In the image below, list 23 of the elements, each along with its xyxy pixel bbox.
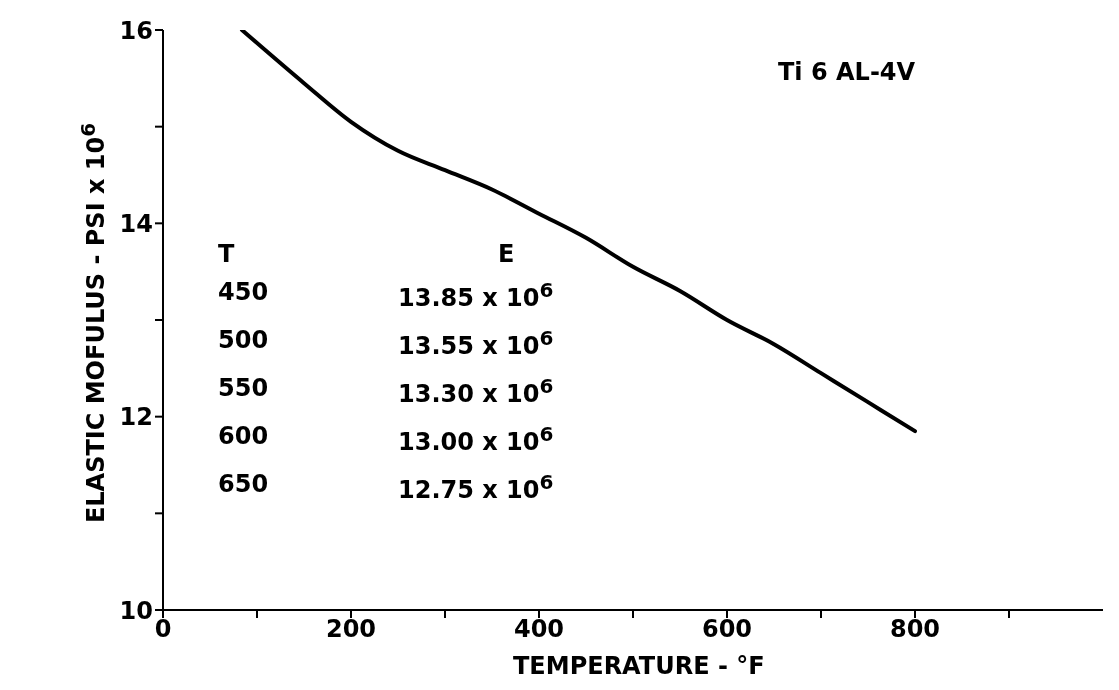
y-tick-label: 16 xyxy=(119,16,153,45)
annotation: 13.00 x 10$^{6}$ xyxy=(398,422,554,456)
y-tick-label: 12 xyxy=(119,403,153,432)
annotation: E xyxy=(498,240,515,268)
annotation: 13.30 x 10$^{6}$ xyxy=(398,374,554,408)
annotation: 450 xyxy=(218,278,269,306)
annotation: 550 xyxy=(218,374,269,402)
y-tick-label: 14 xyxy=(119,209,153,238)
x-tick-label: 400 xyxy=(513,615,565,644)
annotation: 500 xyxy=(218,326,269,354)
x-tick-label: 0 xyxy=(154,615,172,644)
annotation: T xyxy=(218,240,235,268)
y-tick-label: 10 xyxy=(119,596,153,625)
annotation: 13.85 x 10$^{6}$ xyxy=(398,278,554,312)
x-tick-label: 600 xyxy=(701,615,753,644)
annotation: 650 xyxy=(218,470,269,498)
x-tick-label: 800 xyxy=(889,615,941,644)
x-axis-title: TEMPERATURE - °F xyxy=(513,652,765,680)
annotation: 12.75 x 10$^{6}$ xyxy=(398,470,554,504)
annotation: Ti 6 AL-4V xyxy=(778,58,916,86)
x-tick-label: 200 xyxy=(325,615,377,644)
annotation: 600 xyxy=(218,422,269,450)
annotation: 13.55 x 10$^{6}$ xyxy=(398,326,554,360)
